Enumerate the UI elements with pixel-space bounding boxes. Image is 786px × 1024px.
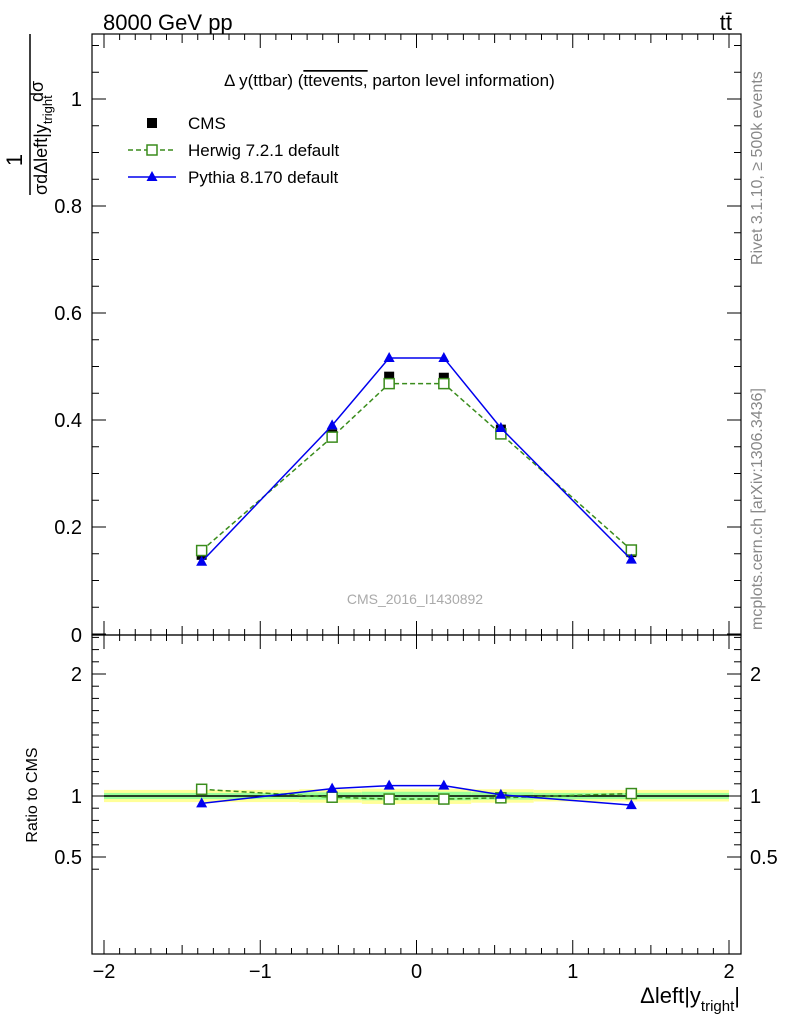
- x-tick-label: −1: [249, 961, 272, 983]
- energy-label: 8000 GeV pp: [103, 10, 233, 35]
- main-series-line-2: [201, 357, 632, 563]
- main-ytick-label: 0.6: [54, 303, 82, 325]
- ratio-ytick-label-right: 2: [750, 664, 761, 686]
- legend-pythia-marker: [146, 171, 158, 181]
- ratio-series-group: [195, 779, 638, 810]
- ylabel-one: 1: [2, 154, 27, 166]
- x-tick-label: 2: [723, 961, 734, 983]
- ratio-ylabel: Ratio to CMS: [24, 747, 41, 842]
- ratio-ytick-label-right: 0.5: [750, 847, 778, 869]
- main-ytick-label: 0.2: [54, 517, 82, 539]
- legend-label-2: Pythia 8.170 default: [188, 168, 339, 187]
- main-pythia-marker: [625, 553, 637, 564]
- ratio-ytick-label-left: 0.5: [54, 847, 82, 869]
- ratio-ytick-label-right: 1: [750, 786, 761, 808]
- ylabel-denominator: σdΔleft|ytright: [31, 95, 55, 195]
- source-label: mcplots.cern.ch [arXiv:1306.3436]: [749, 388, 766, 630]
- ratio-ytick-label-left: 1: [71, 786, 82, 808]
- ratio-ytick-label-left: 2: [71, 664, 82, 686]
- legend-label-0: CMS: [188, 114, 226, 133]
- main-pythia-marker: [326, 419, 338, 430]
- legend: CMS Herwig 7.2.1 default Pythia 8.170 defa…: [128, 114, 339, 187]
- legend-herwig-marker: [146, 144, 158, 156]
- main-ytick-label: 1: [71, 89, 82, 111]
- x-tick-label: 0: [411, 961, 422, 983]
- main-herwig-marker: [326, 431, 338, 443]
- main-cms-marker: [384, 371, 395, 382]
- watermark: CMS_2016_I1430892: [347, 591, 483, 607]
- main-herwig-marker: [195, 544, 208, 557]
- x-tick-label: −2: [93, 961, 116, 983]
- rivet-label: Rivet 3.1.10, ≥ 500k events: [749, 71, 766, 265]
- ratio-herwig-marker: [625, 787, 638, 800]
- ratio-pythia-marker: [625, 799, 637, 810]
- main-pythia-marker: [383, 351, 395, 362]
- ylabel-numerator: dσ: [27, 81, 47, 102]
- x-axis-label: Δleft|ytright|: [640, 983, 740, 1015]
- main-plot-frame: 0 0.2 0.4 0.6 0.8 1: [54, 33, 742, 647]
- legend-label-1: Herwig 7.2.1 default: [188, 141, 339, 160]
- main-pythia-marker: [438, 351, 450, 362]
- ratio-series-line-1: [201, 784, 632, 806]
- main-series-group: [195, 351, 638, 566]
- main-ytick-label: 0.8: [54, 196, 82, 218]
- main-pythia-marker: [495, 422, 507, 433]
- main-herwig-marker: [625, 544, 638, 556]
- ratio-plot-frame: 0.5 0.5 1 1 2 2 −2 −1 0 1 2: [54, 634, 778, 983]
- ratio-pythia-marker: [438, 779, 450, 790]
- main-title: Δ y(ttbar) (ttevents, parton level infor…: [224, 71, 555, 90]
- main-ytick-label: 0.4: [54, 410, 82, 432]
- main-herwig-marker: [438, 377, 450, 390]
- ratio-herwig-marker: [438, 793, 450, 805]
- main-series-line-1: [201, 382, 632, 552]
- ratio-herwig-marker: [326, 791, 338, 803]
- ratio-pythia-marker: [383, 779, 395, 790]
- main-ytick-label: 0: [71, 625, 82, 647]
- ratio-herwig-marker: [383, 793, 395, 805]
- ratio-herwig-marker: [195, 783, 208, 796]
- main-pythia-marker: [196, 555, 208, 566]
- main-herwig-marker: [383, 377, 395, 390]
- process-label: tt̄: [720, 10, 732, 35]
- main-cms-marker: [438, 372, 449, 383]
- main-ylabel: 1 dσ σdΔleft|ytright: [2, 34, 55, 195]
- legend-cms-marker: [147, 118, 157, 128]
- ratio-pythia-marker: [326, 782, 338, 793]
- x-tick-label: 1: [567, 961, 578, 983]
- ratio-pythia-marker: [196, 797, 208, 808]
- ratio-pythia-marker: [495, 788, 507, 799]
